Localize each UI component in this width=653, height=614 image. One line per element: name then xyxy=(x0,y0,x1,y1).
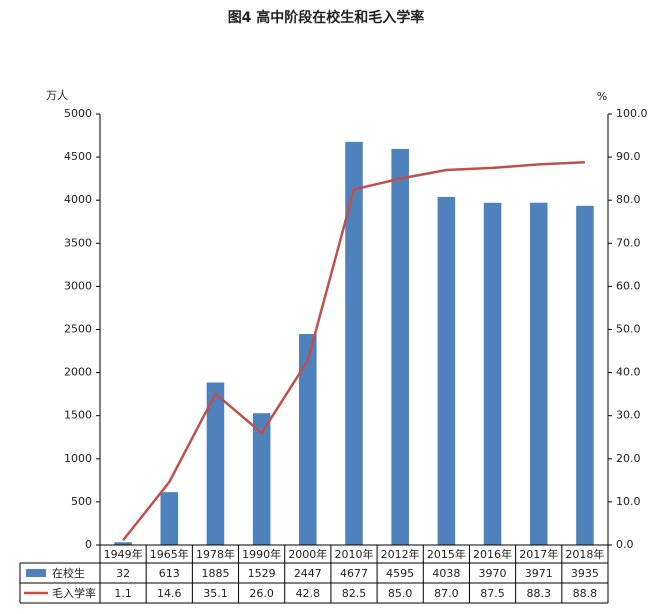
bar xyxy=(345,141,363,546)
bar xyxy=(391,148,409,545)
y2-tick-label: 90.0 xyxy=(616,150,641,163)
table-value: 4038 xyxy=(432,567,460,580)
x-tick-label: 1965年 xyxy=(150,547,189,561)
table-value: 1885 xyxy=(201,567,229,580)
y-tick-label: 2500 xyxy=(64,323,92,336)
y-tick-label: 3000 xyxy=(64,279,92,292)
table-value: 613 xyxy=(159,567,180,580)
bar xyxy=(483,202,502,545)
table-value: 88.8 xyxy=(573,587,598,600)
x-tick-label: 2012年 xyxy=(381,547,420,561)
table-value: 1529 xyxy=(248,567,276,580)
y2-tick-label: 0.0 xyxy=(616,538,634,551)
x-tick-label: 2015年 xyxy=(427,547,466,561)
y2-tick-label: 30.0 xyxy=(616,409,641,422)
y2-tick-label: 80.0 xyxy=(616,193,641,206)
x-tick-label: 2016年 xyxy=(473,547,512,561)
table-value: 4595 xyxy=(386,567,414,580)
table-value: 85.0 xyxy=(388,587,413,600)
bar xyxy=(299,334,317,545)
legend-label: 毛入学率 xyxy=(52,586,96,600)
y-tick-label: 0 xyxy=(85,538,92,551)
y-tick-label: 3500 xyxy=(64,236,92,249)
table-value: 82.5 xyxy=(342,587,367,600)
bar xyxy=(576,205,594,546)
y2-axis-label: % xyxy=(597,90,607,103)
bar xyxy=(529,202,548,545)
bar xyxy=(206,382,225,545)
table-value: 32 xyxy=(116,567,130,580)
table-value: 26.0 xyxy=(249,587,274,600)
bar xyxy=(437,196,456,546)
table-value: 3935 xyxy=(571,567,599,580)
table-value: 87.0 xyxy=(434,587,459,600)
y2-tick-label: 70.0 xyxy=(616,236,641,249)
x-tick-label: 2018年 xyxy=(565,547,604,561)
table-value: 2447 xyxy=(294,567,322,580)
y-axis-label: 万人 xyxy=(46,89,68,102)
table-value: 3971 xyxy=(525,567,553,580)
table-value: 87.5 xyxy=(480,587,505,600)
y2-tick-label: 10.0 xyxy=(616,495,641,508)
y-tick-label: 1000 xyxy=(64,452,92,465)
y-tick-label: 1500 xyxy=(64,409,92,422)
legend-label: 在校生 xyxy=(52,566,85,580)
bar xyxy=(114,542,132,545)
table-value: 42.8 xyxy=(296,587,321,600)
legend-swatch xyxy=(26,569,46,577)
y2-tick-label: 60.0 xyxy=(616,279,641,292)
y-tick-label: 2000 xyxy=(64,366,92,379)
table-value: 14.6 xyxy=(157,587,182,600)
table-value: 3970 xyxy=(479,567,507,580)
y2-tick-label: 20.0 xyxy=(616,452,641,465)
x-tick-label: 1978年 xyxy=(196,547,235,561)
table-value: 35.1 xyxy=(203,587,228,600)
x-tick-label: 2010年 xyxy=(335,547,374,561)
table-value: 88.3 xyxy=(526,587,551,600)
x-tick-label: 2000年 xyxy=(288,547,327,561)
table-value: 1.1 xyxy=(114,587,132,600)
x-tick-label: 2017年 xyxy=(519,547,558,561)
y-tick-label: 4500 xyxy=(64,150,92,163)
x-tick-label: 1990年 xyxy=(242,547,281,561)
table-value: 4677 xyxy=(340,567,368,580)
y-tick-label: 4000 xyxy=(64,193,92,206)
y2-tick-label: 40.0 xyxy=(616,366,641,379)
bar xyxy=(252,413,271,545)
bar xyxy=(160,492,179,545)
y-tick-label: 5000 xyxy=(64,107,92,120)
y-tick-label: 500 xyxy=(71,495,92,508)
chart-title: 图4 高中阶段在校生和毛入学率 xyxy=(228,9,425,26)
line xyxy=(122,161,585,542)
y2-tick-label: 50.0 xyxy=(616,323,641,336)
y2-tick-label: 100.0 xyxy=(616,107,648,120)
x-tick-label: 1949年 xyxy=(104,547,143,561)
